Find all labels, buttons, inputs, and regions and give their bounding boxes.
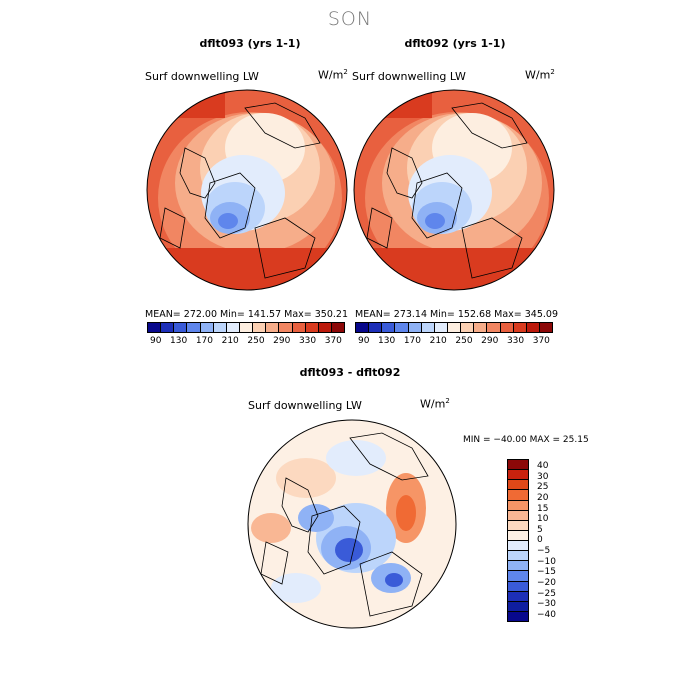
diff-colorbar-swatch <box>508 571 528 582</box>
diff-colorbar-swatch <box>508 500 528 511</box>
colorbar-tick-label: 210 <box>429 336 447 346</box>
diff-colorbar-swatch <box>508 551 528 562</box>
colorbar-swatch <box>305 323 319 332</box>
diff-panel-variable: Surf downwelling LW <box>248 399 362 412</box>
diff-colorbar-swatch <box>508 591 528 602</box>
colorbar-tick-label: 170 <box>403 336 422 346</box>
colorbar-swatch <box>213 323 227 332</box>
colorbar-swatch <box>382 323 396 332</box>
diff-colorbar-tick-label: 25 <box>537 482 549 493</box>
colorbar-tick-label: 250 <box>455 336 473 346</box>
panel-1-title: dflt093 (yrs 1-1) <box>199 37 301 50</box>
panel-1-colorbar-labels: 90 130 170 210 250 290 330 370 <box>150 336 342 346</box>
diff-colorbar-tick-label: −20 <box>537 578 556 589</box>
diff-colorbar-tick-label: 30 <box>537 471 549 482</box>
diff-colorbar-swatch <box>508 470 528 481</box>
diff-colorbar-swatch <box>508 510 528 521</box>
colorbar-swatch <box>434 323 448 332</box>
diff-colorbar-tick-label: 15 <box>537 503 549 514</box>
colorbar-swatch <box>526 323 540 332</box>
colorbar-swatch <box>226 323 240 332</box>
diff-colorbar-swatch <box>508 520 528 531</box>
panel-1-stats: MEAN= 272.00 Min= 141.57 Max= 350.21 <box>145 309 349 320</box>
colorbar-swatch <box>474 323 488 332</box>
panel-2-map <box>352 88 556 292</box>
colorbar-tick-label: 370 <box>324 336 342 346</box>
colorbar-tick-label: 290 <box>481 336 499 346</box>
colorbar-swatch <box>500 323 514 332</box>
diff-colorbar-tick-label: −15 <box>537 567 556 578</box>
panel-2-variable: Surf downwelling LW <box>352 70 466 83</box>
panel-2-title: dflt092 (yrs 1-1) <box>404 37 506 50</box>
colorbar-swatch <box>421 323 435 332</box>
panel-2-unit: W/m2 <box>525 68 555 82</box>
diff-colorbar-swatch <box>508 541 528 552</box>
colorbar-swatch <box>266 323 280 332</box>
diff-colorbar-swatch <box>508 530 528 541</box>
panel-2-stats: MEAN= 273.14 Min= 152.68 Max= 345.09 <box>355 309 559 320</box>
colorbar-tick-label: 90 <box>358 336 370 346</box>
diff-panel-map <box>246 418 458 630</box>
diff-colorbar-tick-label: −5 <box>537 546 551 557</box>
diff-panel-unit: W/m2 <box>420 397 450 411</box>
diff-colorbar-swatch <box>508 611 528 621</box>
season-title: SON <box>327 8 373 30</box>
diff-colorbar-swatch <box>508 581 528 592</box>
colorbar-swatch <box>148 323 162 332</box>
colorbar-tick-label: 330 <box>298 336 317 346</box>
diff-colorbar-swatch <box>508 490 528 501</box>
diff-colorbar-labels: 40 30 25 20 15 10 5 0 −5 −10 −15 −20 −25 −30 −40 <box>537 461 556 620</box>
colorbar-swatch <box>395 323 409 332</box>
colorbar-swatch <box>279 323 293 332</box>
colorbar-swatch <box>174 323 188 332</box>
colorbar-swatch <box>200 323 214 332</box>
colorbar-tick-label: 130 <box>378 336 396 346</box>
diff-panel-minmax: MIN = −40.00 MAX = 25.15 <box>463 435 589 445</box>
colorbar-tick-label: 290 <box>273 336 291 346</box>
colorbar-tick-label: 330 <box>506 336 525 346</box>
diff-colorbar-swatch <box>508 480 528 491</box>
diff-colorbar-tick-label: 0 <box>537 535 543 546</box>
panel-2-colorbar <box>355 322 553 333</box>
panel-1-colorbar <box>147 322 345 333</box>
colorbar-tick-label: 370 <box>532 336 550 346</box>
diff-colorbar-tick-label: −30 <box>537 599 556 610</box>
diff-colorbar-tick-label: −10 <box>537 556 556 567</box>
colorbar-tick-label: 90 <box>150 336 162 346</box>
colorbar-swatch <box>447 323 462 332</box>
colorbar-swatch <box>408 323 422 332</box>
diff-colorbar-tick-label: −25 <box>537 588 556 599</box>
diff-colorbar-swatch <box>508 561 528 572</box>
panel-1-unit: W/m2 <box>318 68 348 82</box>
colorbar-tick-label: 250 <box>247 336 265 346</box>
diff-colorbar-tick-label: 10 <box>537 514 549 525</box>
colorbar-swatch <box>318 323 332 332</box>
diff-colorbar-swatch <box>508 601 528 612</box>
colorbar-swatch <box>239 323 254 332</box>
colorbar-swatch <box>369 323 383 332</box>
colorbar-tick-label: 130 <box>170 336 188 346</box>
colorbar-swatch <box>356 323 370 332</box>
colorbar-swatch <box>187 323 201 332</box>
colorbar-swatch <box>331 323 345 332</box>
colorbar-tick-label: 210 <box>221 336 239 346</box>
colorbar-swatch <box>513 323 527 332</box>
colorbar-swatch <box>487 323 501 332</box>
diff-colorbar-tick-label: 40 <box>537 461 549 471</box>
colorbar-swatch <box>161 323 175 332</box>
colorbar-swatch <box>461 323 475 332</box>
colorbar-swatch <box>539 323 553 332</box>
colorbar-tick-label: 170 <box>195 336 214 346</box>
colorbar-swatch <box>253 323 267 332</box>
diff-colorbar-tick-label: −40 <box>537 609 556 620</box>
panel-1-variable: Surf downwelling LW <box>145 70 259 83</box>
diff-colorbar-tick-label: 20 <box>537 492 549 503</box>
diff-panel-title: dflt093 - dflt092 <box>299 366 401 379</box>
panel-2-colorbar-labels: 90 130 170 210 250 290 330 370 <box>358 336 550 346</box>
colorbar-swatch <box>292 323 306 332</box>
diff-colorbar-tick-label: 5 <box>537 524 543 535</box>
diff-colorbar-swatch <box>508 460 528 471</box>
diff-colorbar <box>507 459 529 622</box>
panel-1-map <box>145 88 349 292</box>
